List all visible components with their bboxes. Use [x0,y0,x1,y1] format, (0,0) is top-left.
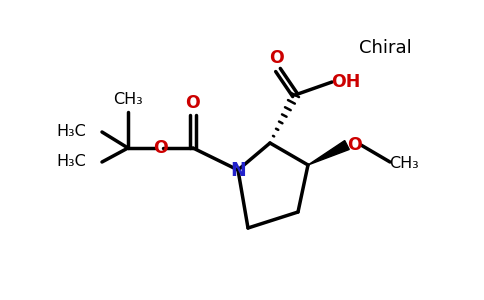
Polygon shape [308,141,349,165]
Text: Chiral: Chiral [359,39,411,57]
Text: O: O [186,94,200,112]
Text: CH₃: CH₃ [389,157,419,172]
Text: O: O [269,49,283,67]
Text: OH: OH [332,73,361,91]
Text: CH₃: CH₃ [113,92,143,107]
Text: O: O [153,139,168,157]
Text: O: O [348,136,363,154]
Text: H₃C: H₃C [56,154,86,169]
Text: H₃C: H₃C [56,124,86,140]
Text: N: N [230,160,246,179]
